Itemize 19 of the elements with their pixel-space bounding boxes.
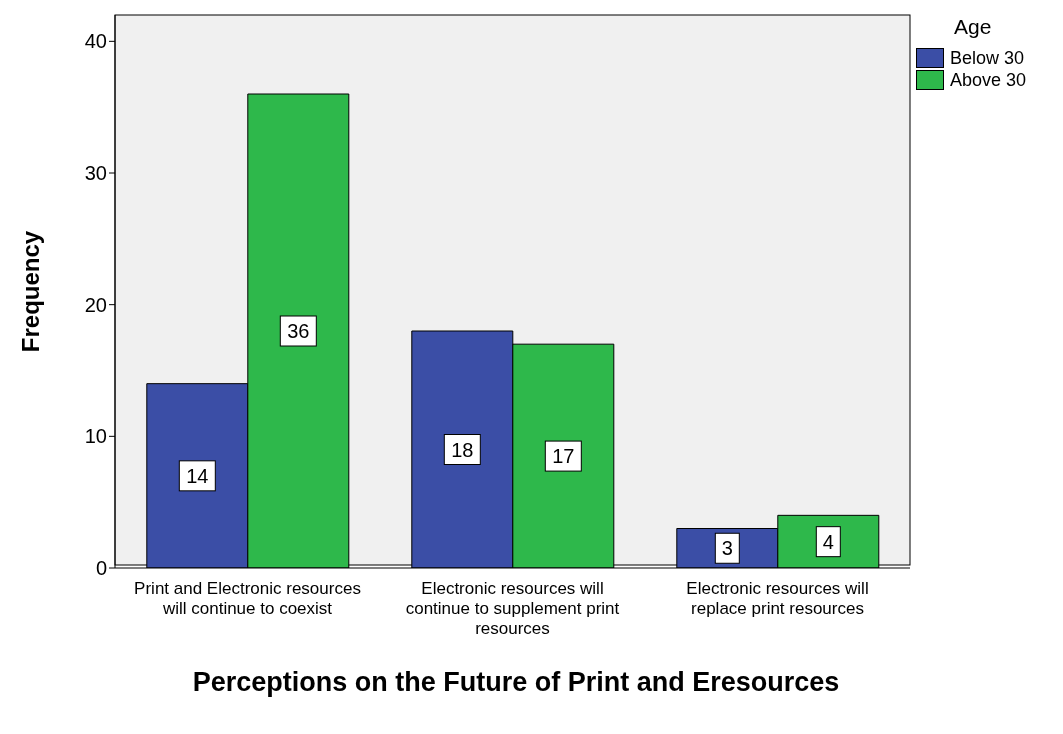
y-tick-label: 30 — [84, 162, 107, 185]
y-axis-title: Frequency — [16, 230, 44, 353]
x-tick-label: Electronic resources will continue to supplement print resources — [405, 579, 620, 639]
x-tick-label: Electronic resources will replace print resources — [686, 579, 869, 619]
y-tick-label: 20 — [84, 293, 107, 316]
data-label: 18 — [451, 438, 474, 461]
data-label: 36 — [287, 320, 310, 342]
legend-label: Below 30 — [950, 47, 1025, 69]
data-label: 14 — [186, 464, 209, 487]
data-label: 17 — [552, 445, 575, 468]
x-axis-title: Perceptions on the Future of Print and Eresources — [191, 667, 841, 697]
legend-label: Above 30 — [950, 69, 1027, 91]
y-tick-label: 0 — [95, 557, 107, 580]
y-tick-label: 10 — [84, 425, 107, 448]
data-label: 4 — [822, 530, 834, 553]
y-tick-label: 40 — [84, 30, 107, 53]
legend-title: Age — [954, 15, 993, 39]
x-tick-label: Print and Electronic resources will continue to coexist — [134, 579, 361, 619]
data-label: 3 — [721, 537, 733, 560]
